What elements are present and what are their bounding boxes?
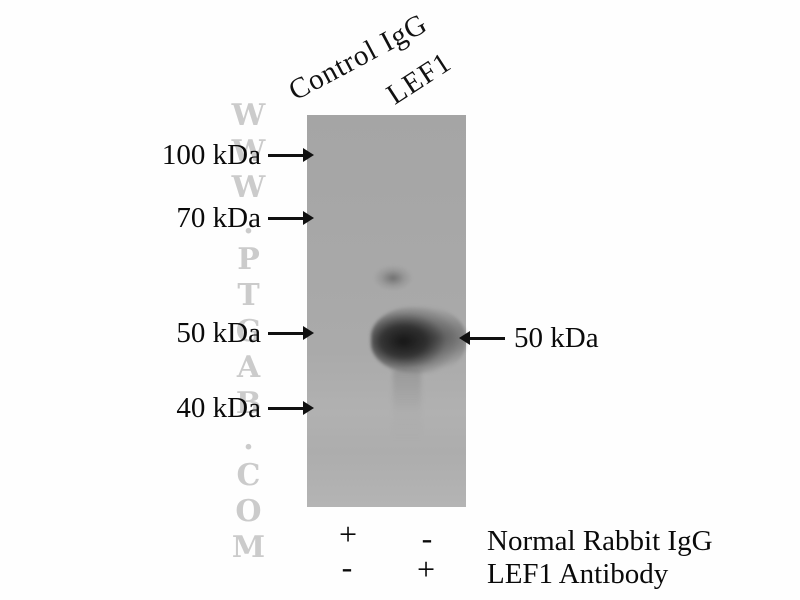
main-band-50kda	[371, 307, 466, 373]
right-arrow-icon	[268, 148, 314, 162]
marker-row-50kda: 50 kDa	[60, 316, 314, 350]
band-annotation: 50 kDa	[459, 321, 599, 355]
marker-label: 40 kDa	[176, 391, 261, 424]
right-arrow-icon	[268, 401, 314, 415]
marker-label: 100 kDa	[161, 138, 261, 171]
treatment-label-normal-rabbit-igg: Normal Rabbit IgG	[487, 525, 713, 557]
marker-label: 70 kDa	[176, 201, 261, 234]
treatment-sign-row1-lane1: +	[338, 516, 358, 552]
blot-membrane	[307, 115, 466, 507]
treatment-sign-row1-lane2: -	[421, 520, 433, 556]
treatment-label-lef1-antibody: LEF1 Antibody	[487, 558, 669, 590]
treatment-sign-row2-lane2: +	[416, 551, 436, 587]
marker-row-70kda: 70 kDa	[60, 201, 314, 235]
band-annotation-label: 50 kDa	[514, 321, 599, 354]
faint-band-60kda	[373, 265, 413, 291]
watermark-text: WWW.PTGAB.COM	[231, 98, 266, 566]
left-arrow-icon	[459, 331, 505, 345]
marker-row-100kda: 100 kDa	[60, 138, 314, 172]
band-smear	[393, 369, 421, 441]
marker-row-40kda: 40 kDa	[60, 391, 314, 425]
treatment-sign-row2-lane1: -	[341, 549, 353, 585]
marker-label: 50 kDa	[176, 316, 261, 349]
right-arrow-icon	[268, 326, 314, 340]
right-arrow-icon	[268, 211, 314, 225]
